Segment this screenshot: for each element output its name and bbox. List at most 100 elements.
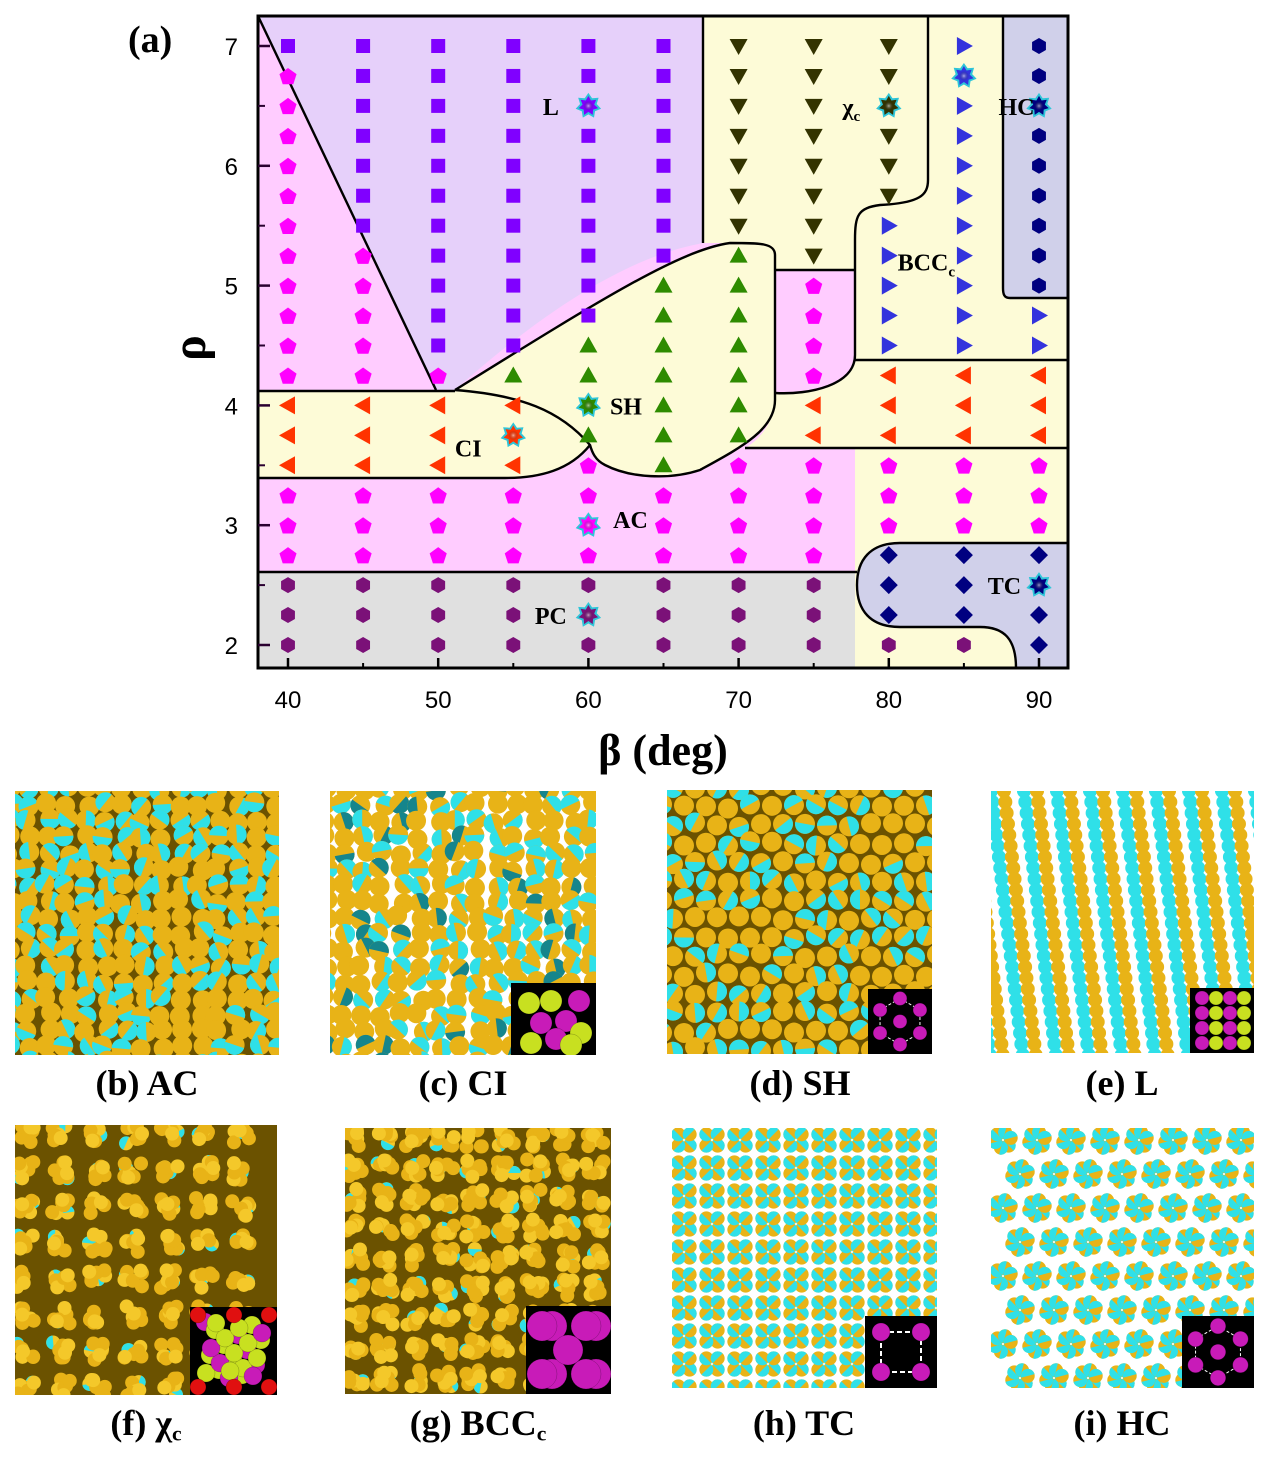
data-point-ac	[579, 487, 597, 504]
data-point-ac	[279, 97, 297, 115]
star-highlight	[958, 70, 969, 81]
data-point-sh	[654, 336, 673, 353]
snapshot-tc	[672, 1128, 937, 1388]
data-point-l	[656, 218, 671, 233]
data-point-chic	[729, 128, 748, 145]
data-point-bccc	[956, 37, 973, 55]
data-point-tc	[879, 606, 898, 625]
y-tick-label: 2	[225, 633, 238, 660]
data-point-bccc	[1032, 336, 1048, 355]
data-point-chic	[729, 158, 748, 175]
data-point-sh	[729, 396, 748, 413]
data-point-tc	[1030, 546, 1048, 565]
annotation-l: L	[543, 95, 559, 121]
data-point-l	[581, 308, 596, 323]
data-point-bccc	[881, 216, 898, 235]
data-point-ci	[954, 396, 971, 415]
data-point-sh	[729, 336, 748, 353]
data-point-ac	[354, 367, 372, 384]
panel-label-text: (f) χ	[110, 1403, 172, 1443]
y-tick-label: 6	[225, 154, 238, 181]
data-point-l	[506, 98, 521, 113]
panel-label-i: (i) HC	[1032, 1402, 1212, 1444]
unit-cell-icon	[1187, 1318, 1249, 1386]
data-point-chic	[729, 188, 748, 205]
data-point-bccc	[881, 306, 898, 325]
data-point-tc	[954, 576, 973, 595]
data-point-ci	[279, 396, 295, 415]
data-point-l	[581, 278, 596, 293]
data-point-tc	[1030, 606, 1048, 625]
x-axis-label: β (deg)	[598, 726, 728, 775]
data-point-pc	[356, 577, 371, 594]
data-point-ac	[1030, 517, 1048, 534]
data-point-ac	[504, 517, 522, 534]
data-point-pc	[656, 577, 671, 594]
data-point-sh	[579, 426, 598, 443]
data-point-ac	[880, 487, 898, 504]
panel-label-text: (g) BCC	[409, 1403, 537, 1443]
unit-cell-icon	[526, 1310, 611, 1390]
phase-boundary-line	[774, 16, 930, 395]
snapshot-bccc	[345, 1128, 611, 1394]
data-point-bccc	[956, 186, 973, 205]
data-point-hc	[1032, 157, 1046, 174]
data-point-pc	[881, 637, 896, 653]
data-point-ci	[879, 426, 896, 445]
data-point-ac	[730, 457, 748, 474]
star-highlight	[1034, 100, 1044, 111]
panel-label-g: (g) BCCc	[388, 1402, 568, 1446]
data-point-hc	[1032, 187, 1046, 204]
data-point-pc	[506, 637, 521, 653]
data-point-pc	[581, 577, 596, 594]
data-point-sh	[654, 366, 673, 383]
data-point-ci	[954, 366, 971, 385]
panel-label-c: (c) CI	[373, 1062, 553, 1104]
data-point-bccc	[956, 336, 973, 355]
star-highlight	[508, 430, 519, 441]
data-point-pc	[656, 637, 671, 653]
data-point-ac	[279, 217, 297, 234]
data-point-ac	[279, 127, 297, 145]
data-point-bccc	[881, 246, 898, 265]
unit-cell-inset	[511, 983, 596, 1055]
data-point-l	[656, 158, 671, 173]
x-tick-label: 40	[275, 687, 302, 714]
panel-a-label: (a)	[128, 19, 173, 61]
data-point-chic	[729, 218, 748, 235]
data-point-l	[431, 218, 446, 233]
data-point-ac	[279, 367, 297, 384]
data-point-l	[581, 218, 596, 233]
data-point-l	[656, 98, 671, 113]
region-pc	[258, 572, 857, 668]
data-point-pc	[731, 577, 746, 594]
data-point-chic	[804, 39, 823, 55]
star-marker-ci	[500, 422, 526, 448]
data-point-chic	[879, 68, 898, 85]
data-point-chic	[804, 158, 823, 175]
panel-label-text: (e) L	[1085, 1063, 1159, 1103]
data-point-hc	[1032, 217, 1046, 234]
data-point-l	[656, 39, 671, 53]
data-point-l	[506, 278, 521, 293]
unit-cell-inset	[868, 989, 932, 1054]
data-point-pc	[806, 577, 821, 594]
data-point-ac	[429, 517, 447, 534]
data-point-chic	[804, 218, 823, 235]
unit-cell-icon	[1194, 990, 1252, 1051]
data-point-tc	[879, 546, 898, 565]
data-point-l	[656, 188, 671, 203]
star-highlight	[883, 100, 894, 111]
data-point-l	[506, 158, 521, 173]
data-point-ac	[955, 457, 973, 474]
data-point-ac	[279, 157, 297, 175]
data-point-l	[356, 218, 371, 233]
x-tick-label: 90	[1026, 687, 1053, 714]
data-point-chic	[879, 128, 898, 145]
panel-label-subscript: c	[172, 1421, 182, 1446]
data-point-ac	[730, 487, 748, 504]
star-marker-l	[575, 92, 602, 118]
data-point-ac	[805, 277, 823, 294]
data-point-ac	[880, 517, 898, 534]
data-point-sh	[654, 306, 673, 323]
